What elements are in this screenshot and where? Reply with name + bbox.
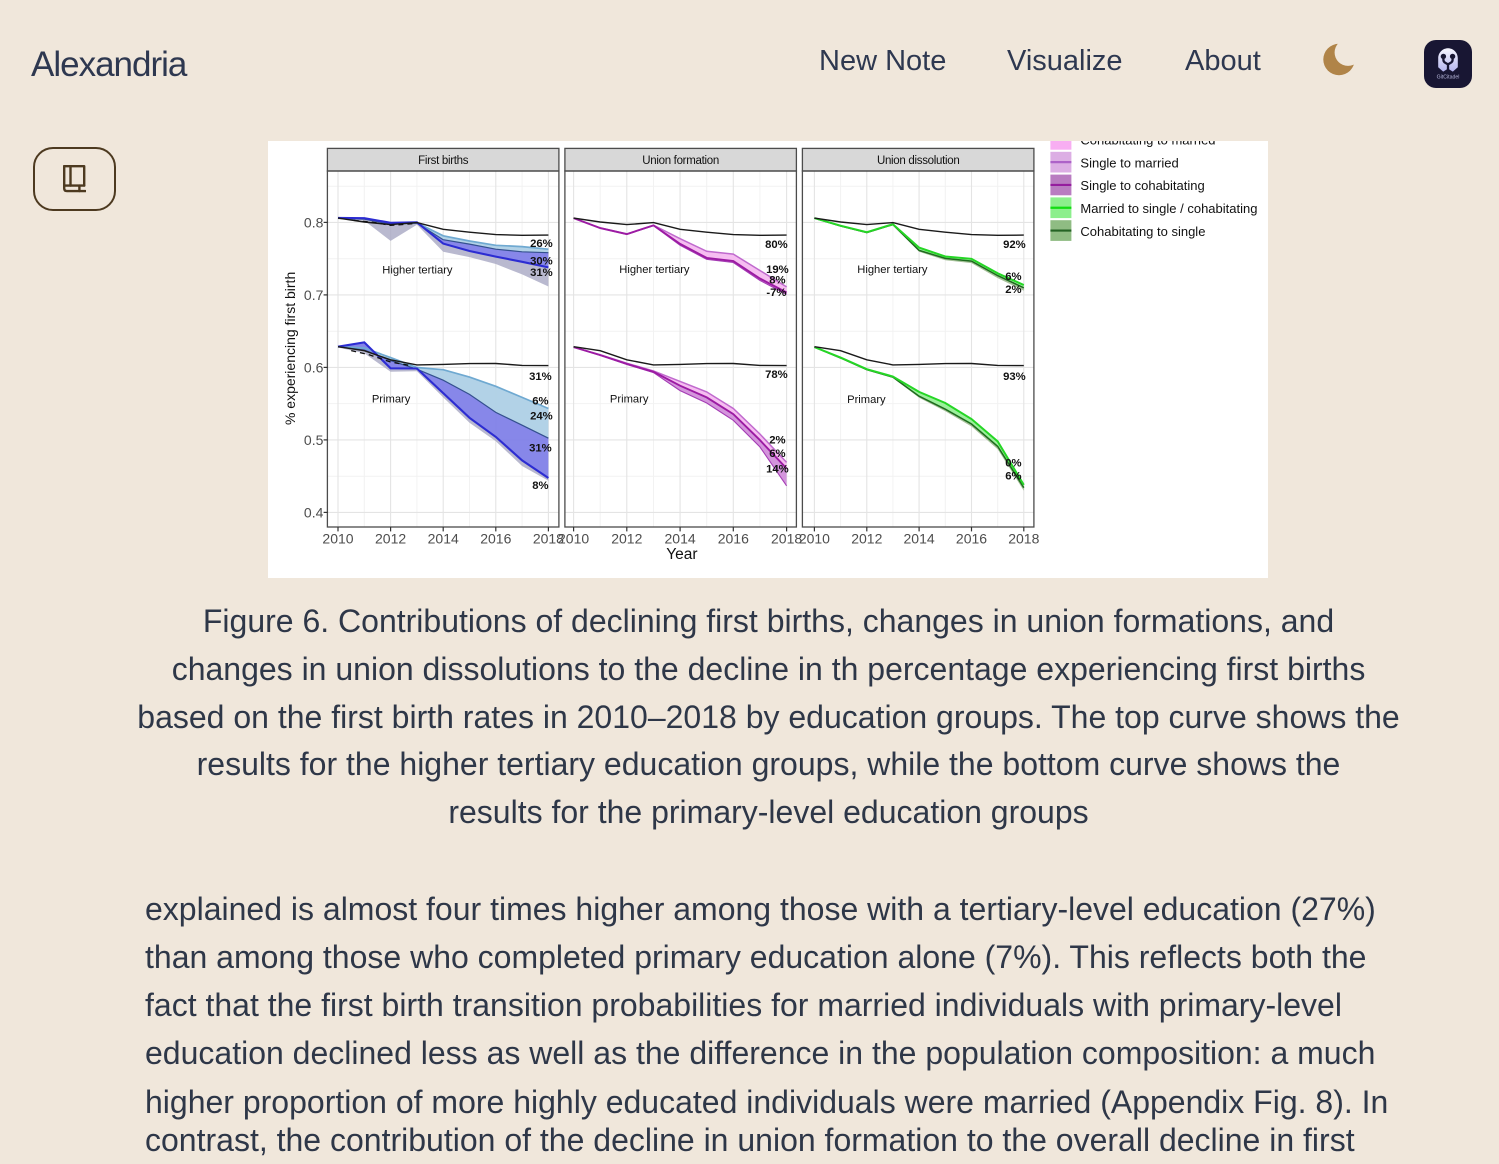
- svg-text:6%: 6%: [769, 448, 785, 460]
- svg-text:30%: 30%: [530, 255, 553, 267]
- svg-text:26%: 26%: [530, 237, 553, 249]
- svg-text:Cohabitating to married: Cohabitating to married: [1080, 141, 1215, 148]
- svg-text:24%: 24%: [530, 410, 553, 422]
- svg-text:31%: 31%: [529, 442, 552, 454]
- svg-text:First births: First births: [418, 154, 469, 166]
- svg-text:2%: 2%: [769, 434, 785, 446]
- svg-text:31%: 31%: [530, 266, 553, 278]
- svg-text:Primary: Primary: [847, 393, 886, 405]
- svg-text:2012: 2012: [851, 530, 882, 546]
- svg-text:Higher tertiary: Higher tertiary: [382, 264, 453, 276]
- svg-text:2%: 2%: [1005, 284, 1021, 296]
- svg-text:6%: 6%: [1005, 271, 1021, 283]
- svg-text:GitCitadel: GitCitadel: [1437, 75, 1460, 81]
- svg-text:Single to cohabitating: Single to cohabitating: [1080, 178, 1204, 193]
- svg-text:Cohabitating to single: Cohabitating to single: [1080, 223, 1205, 238]
- svg-text:Union formation: Union formation: [642, 154, 719, 166]
- svg-text:2014: 2014: [903, 530, 934, 546]
- svg-text:2010: 2010: [558, 530, 589, 546]
- svg-text:Primary: Primary: [610, 393, 649, 405]
- svg-text:-7%: -7%: [766, 287, 786, 299]
- svg-text:2012: 2012: [611, 530, 642, 546]
- svg-text:Higher tertiary: Higher tertiary: [619, 263, 690, 275]
- svg-text:19%: 19%: [766, 263, 789, 275]
- svg-text:2016: 2016: [956, 530, 987, 546]
- svg-text:Primary: Primary: [371, 393, 410, 405]
- svg-text:31%: 31%: [529, 370, 552, 382]
- svg-text:2016: 2016: [717, 530, 748, 546]
- svg-text:2014: 2014: [664, 530, 695, 546]
- svg-text:% experiencing first birth: % experiencing first birth: [281, 271, 297, 424]
- svg-text:0.8: 0.8: [304, 214, 324, 230]
- svg-text:0%: 0%: [1005, 457, 1021, 469]
- svg-text:2018: 2018: [1008, 530, 1039, 546]
- svg-text:8%: 8%: [532, 480, 548, 492]
- svg-text:2018: 2018: [771, 530, 802, 546]
- svg-text:Higher tertiary: Higher tertiary: [857, 263, 928, 275]
- svg-text:0.5: 0.5: [304, 431, 324, 447]
- svg-text:2014: 2014: [427, 530, 458, 546]
- svg-text:6%: 6%: [532, 395, 548, 407]
- svg-text:8%: 8%: [769, 274, 785, 286]
- svg-text:0.7: 0.7: [304, 286, 324, 302]
- svg-text:Year: Year: [666, 545, 697, 562]
- svg-text:0.6: 0.6: [304, 359, 324, 375]
- svg-text:2010: 2010: [322, 530, 353, 546]
- svg-text:Single to married: Single to married: [1080, 155, 1178, 170]
- svg-text:Married to single / cohabitati: Married to single / cohabitating: [1080, 201, 1257, 216]
- svg-text:78%: 78%: [765, 368, 788, 380]
- svg-text:93%: 93%: [1003, 370, 1026, 382]
- svg-text:Union dissolution: Union dissolution: [877, 154, 959, 166]
- svg-text:2016: 2016: [480, 530, 511, 546]
- svg-text:14%: 14%: [766, 463, 789, 475]
- svg-text:0.4: 0.4: [304, 504, 324, 520]
- svg-text:6%: 6%: [1005, 470, 1021, 482]
- svg-text:2018: 2018: [532, 530, 563, 546]
- svg-text:92%: 92%: [1003, 238, 1026, 250]
- svg-text:2012: 2012: [375, 530, 406, 546]
- svg-text:2010: 2010: [798, 530, 829, 546]
- svg-text:80%: 80%: [765, 238, 788, 250]
